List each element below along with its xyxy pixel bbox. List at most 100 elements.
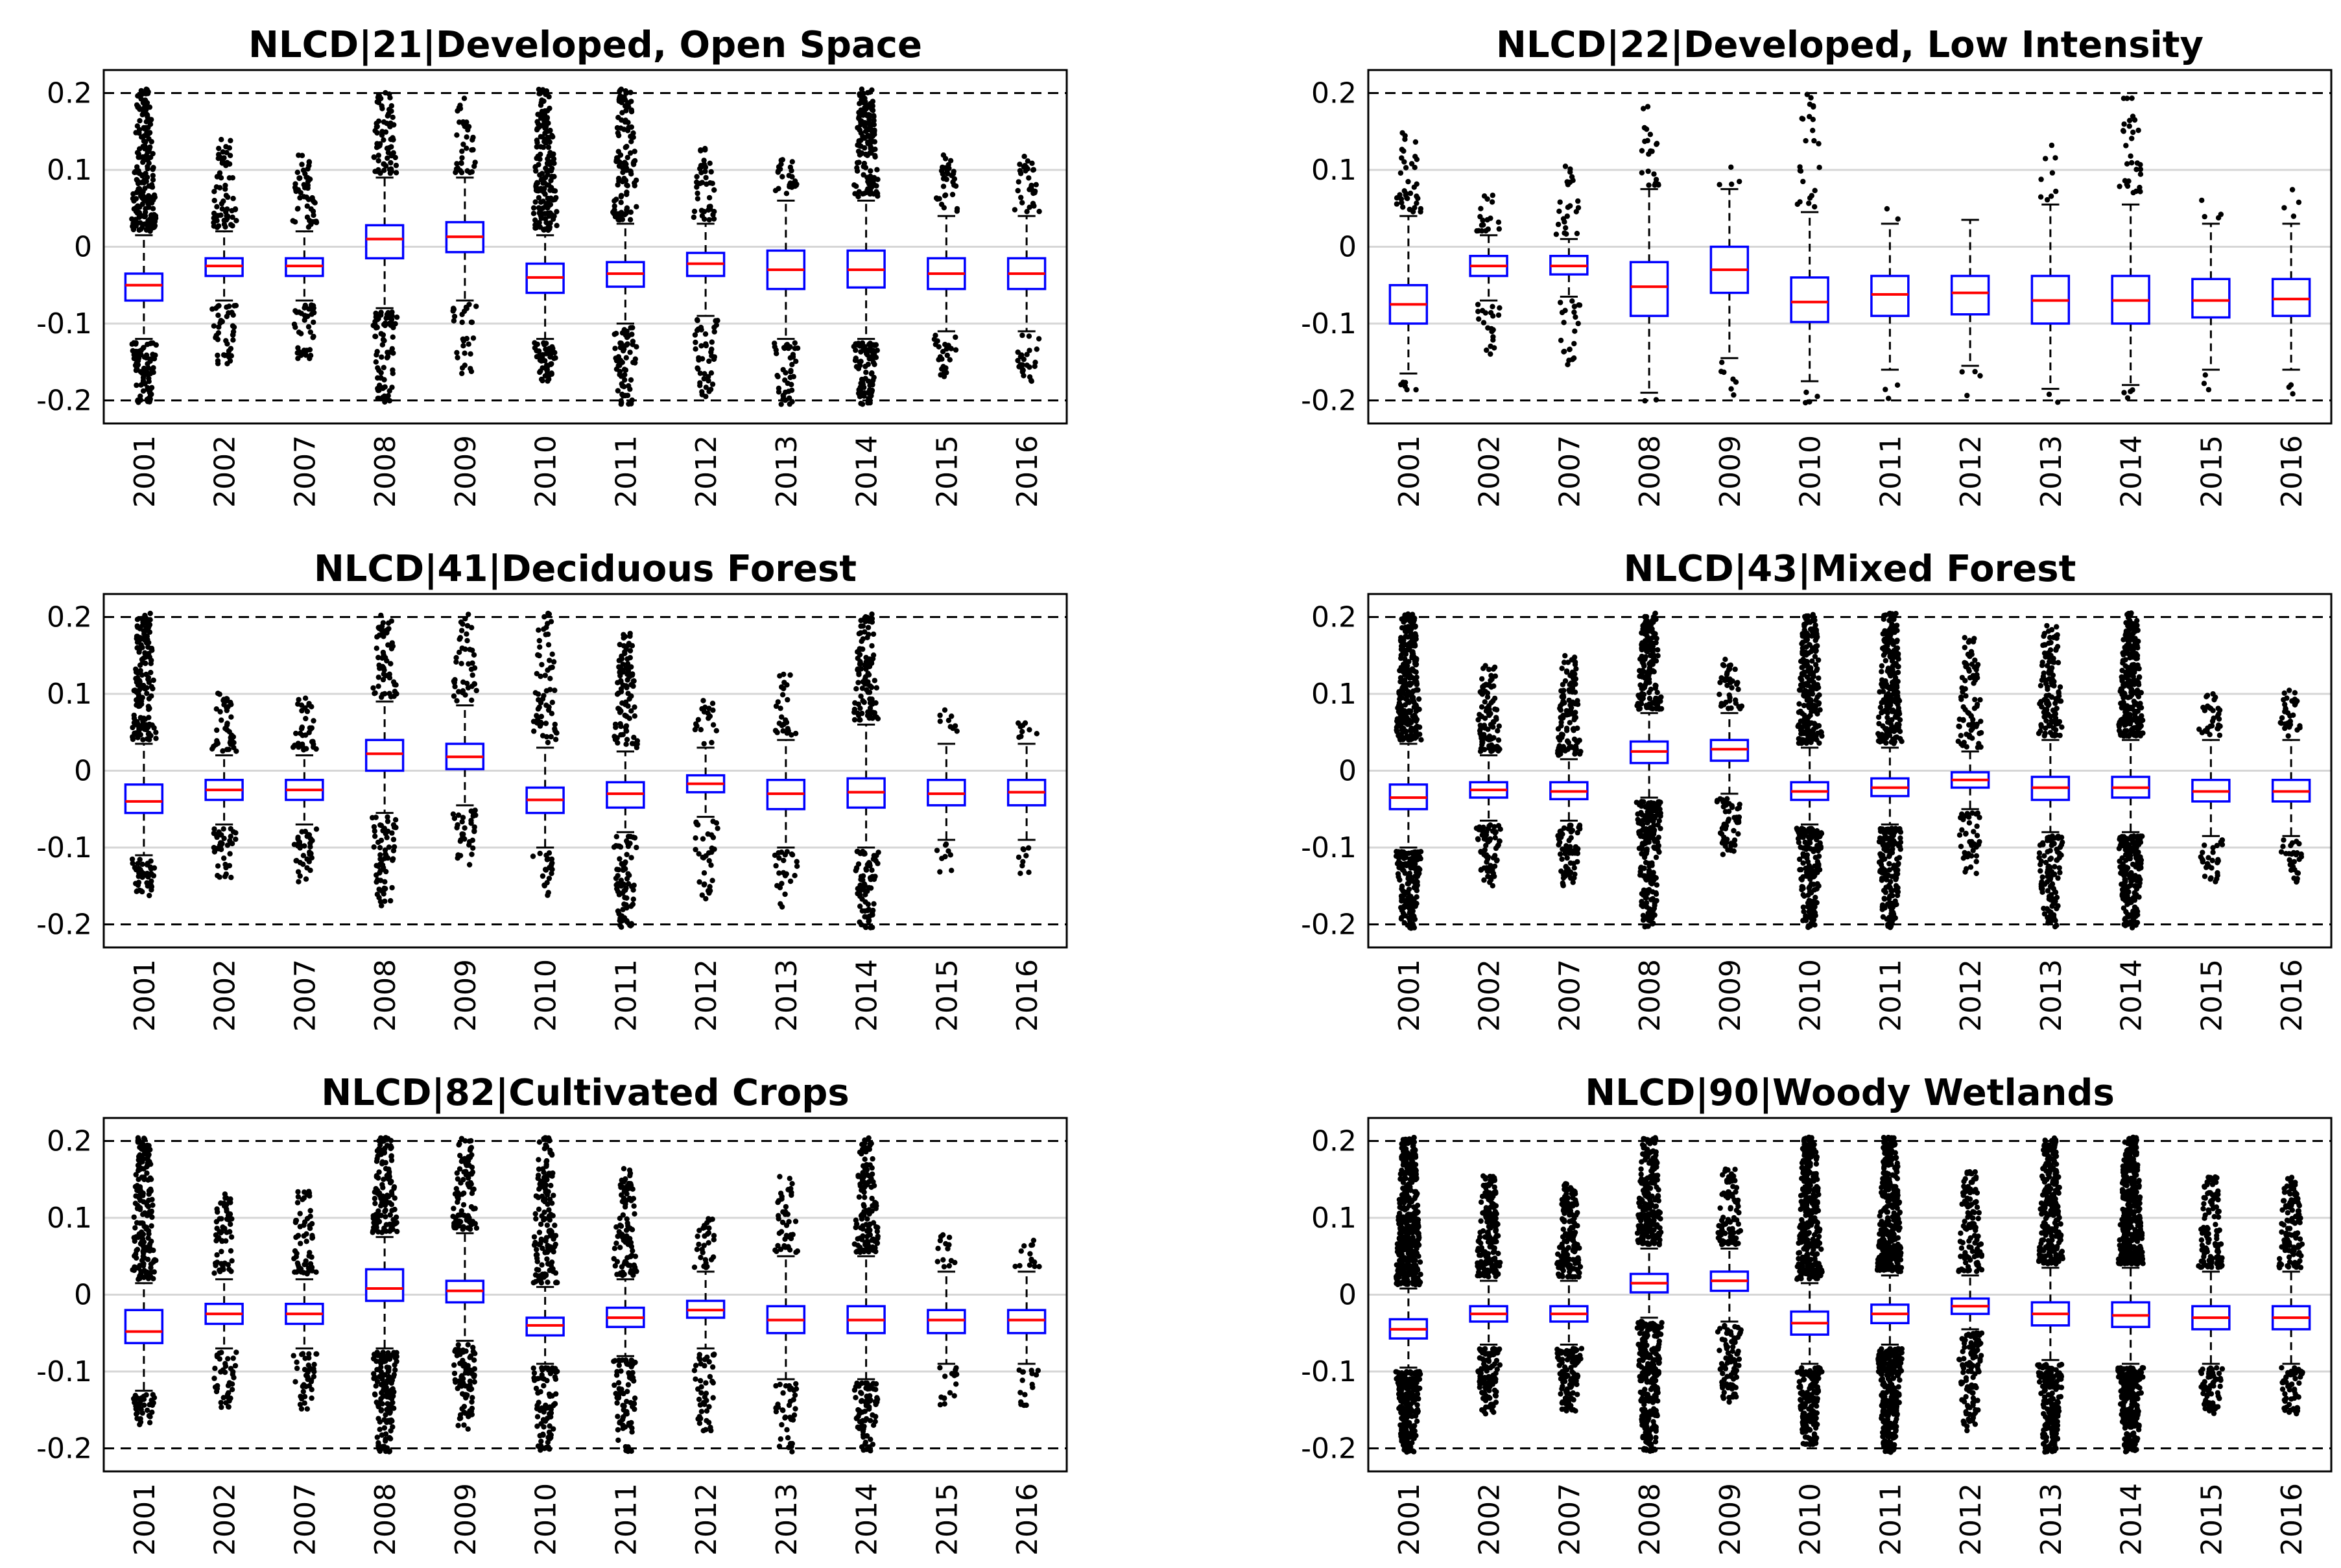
- outlier-point: [616, 664, 622, 670]
- outlier-point: [1573, 676, 1579, 682]
- outlier-point: [778, 158, 784, 163]
- outlier-point: [471, 681, 478, 687]
- outlier-point: [292, 219, 298, 225]
- outlier-point: [1798, 866, 1804, 873]
- outlier-point: [545, 642, 552, 648]
- iqr-box: [124, 783, 164, 814]
- outlier-point: [870, 99, 876, 104]
- outlier-point: [135, 682, 141, 688]
- outlier-point: [1397, 170, 1404, 176]
- outlier-point: [709, 339, 715, 345]
- outlier-point: [1642, 675, 1648, 681]
- outlier-point: [698, 324, 704, 331]
- outlier-point: [1643, 630, 1649, 636]
- outlier-point: [140, 737, 146, 742]
- outlier-point: [147, 399, 152, 405]
- outlier-point: [1479, 742, 1485, 748]
- outlier-point: [1496, 226, 1502, 232]
- outlier-point: [233, 218, 239, 224]
- outlier-point: [1569, 850, 1575, 856]
- outlier-point: [872, 361, 877, 368]
- outlier-point: [1477, 824, 1482, 830]
- outlier-point: [780, 870, 787, 876]
- outlier-point: [701, 870, 707, 876]
- outlier-point: [694, 174, 700, 180]
- outlier-point: [224, 361, 230, 366]
- outlier-point: [944, 352, 951, 359]
- outlier-point: [135, 624, 141, 630]
- outlier-point: [1399, 866, 1405, 873]
- outlier-point: [464, 637, 470, 644]
- outlier-point: [383, 655, 388, 661]
- outlier-point: [865, 378, 872, 384]
- outlier-point: [1717, 680, 1723, 685]
- outlier-point: [1034, 731, 1040, 737]
- outlier-point: [455, 165, 461, 171]
- iqr-box: [1790, 276, 1829, 324]
- outlier-point: [624, 661, 631, 667]
- outlier-point: [1717, 691, 1722, 698]
- outlier-point: [787, 374, 793, 381]
- outlier-point: [1816, 740, 1822, 746]
- outlier-point: [150, 172, 156, 178]
- outlier-point: [632, 704, 637, 710]
- outlier-point: [1800, 904, 1807, 910]
- outlier-point: [1805, 724, 1811, 731]
- outlier-point: [461, 95, 468, 101]
- box-2001: [124, 86, 164, 405]
- outlier-point: [459, 148, 465, 154]
- x-tick-label: 2011: [610, 435, 643, 508]
- outlier-point: [536, 210, 542, 216]
- outlier-point: [775, 699, 781, 705]
- outlier-point: [776, 389, 782, 395]
- outlier-point: [1555, 221, 1562, 228]
- outlier-point: [626, 641, 632, 647]
- outlier-point: [953, 347, 959, 353]
- outlier-point: [700, 836, 706, 842]
- outlier-point: [787, 878, 794, 885]
- outlier-point: [469, 851, 475, 857]
- outlier-point: [137, 118, 143, 124]
- outlier-point: [216, 145, 222, 152]
- outlier-point: [2202, 213, 2207, 220]
- outlier-point: [626, 872, 632, 879]
- outlier-point: [943, 365, 949, 372]
- outlier-point: [305, 196, 312, 202]
- outlier-point: [872, 713, 878, 719]
- outlier-point: [304, 203, 310, 209]
- outlier-point: [615, 388, 621, 394]
- outlier-point: [1648, 686, 1654, 693]
- outlier-point: [1571, 875, 1577, 881]
- outlier-point: [1720, 824, 1726, 830]
- outlier-point: [384, 121, 390, 126]
- outlier-point: [543, 702, 549, 708]
- outlier-point: [293, 858, 299, 864]
- outlier-point: [1565, 362, 1571, 368]
- outlier-point: [1565, 746, 1571, 752]
- outlier-point: [2133, 188, 2139, 195]
- outlier-point: [1805, 924, 1811, 931]
- outlier-point: [1639, 827, 1645, 833]
- outlier-point: [617, 856, 623, 862]
- outlier-point: [305, 832, 311, 838]
- outlier-point: [863, 866, 869, 872]
- outlier-point: [612, 198, 617, 204]
- outlier-point: [1407, 870, 1412, 876]
- outlier-point: [148, 872, 154, 877]
- outlier-point: [543, 632, 549, 637]
- outlier-point: [1015, 357, 1021, 364]
- outlier-point: [936, 357, 942, 362]
- outlier-point: [1028, 184, 1034, 190]
- outlier-point: [1644, 617, 1650, 624]
- outlier-point: [942, 193, 948, 198]
- outlier-point: [612, 721, 619, 728]
- outlier-point: [630, 339, 636, 344]
- outlier-point: [937, 869, 943, 875]
- outlier-point: [866, 179, 872, 185]
- outlier-point: [623, 723, 630, 729]
- outlier-point: [1023, 853, 1029, 859]
- x-tick-label: 2015: [2195, 435, 2228, 508]
- outlier-point: [215, 156, 221, 161]
- outlier-point: [381, 167, 387, 173]
- box-2002: [204, 691, 244, 881]
